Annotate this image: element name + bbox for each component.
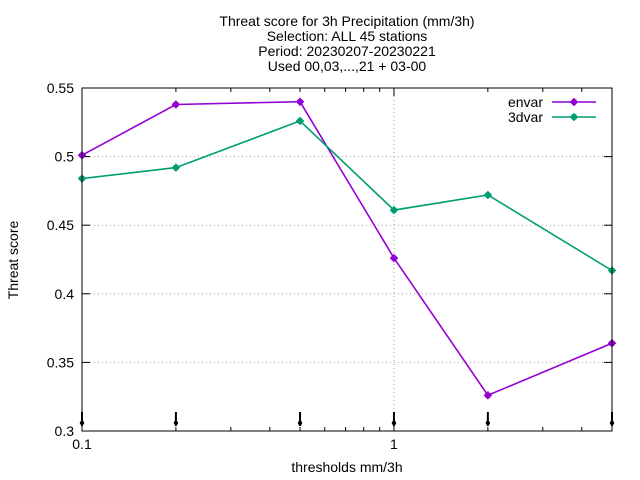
chart-title: Threat score for 3h Precipitation (mm/3h… bbox=[219, 13, 474, 74]
x-tick-label: 1 bbox=[390, 436, 398, 452]
y-tick-label: 0.45 bbox=[47, 217, 74, 233]
title-line: Threat score for 3h Precipitation (mm/3h… bbox=[219, 13, 474, 29]
y-axis-ticks: 0.3 0.35 0.4 0.45 0.5 0.55 bbox=[47, 80, 612, 439]
x-axis-ticks: 0.1 1 bbox=[72, 88, 583, 452]
y-tick-label: 0.3 bbox=[55, 423, 75, 439]
sample-marker-dot bbox=[297, 420, 303, 426]
title-line: Used 00,03,...,21 + 03-00 bbox=[268, 58, 427, 74]
series bbox=[78, 97, 616, 400]
sample-marker-dot bbox=[391, 420, 397, 426]
plot-frame bbox=[81, 87, 613, 432]
sample-markers bbox=[79, 412, 615, 426]
y-tick-label: 0.55 bbox=[47, 80, 74, 96]
sample-marker-dot bbox=[485, 420, 491, 426]
title-line: Period: 20230207-20230221 bbox=[258, 43, 436, 59]
x-tick-label: 0.1 bbox=[72, 436, 92, 452]
legend-label: 3dvar bbox=[508, 109, 543, 125]
series-line-3dvar bbox=[81, 119, 613, 272]
sample-marker-dot bbox=[173, 420, 179, 426]
y-tick-label: 0.5 bbox=[55, 149, 75, 165]
x-axis-label: thresholds mm/3h bbox=[291, 459, 402, 475]
series-line-envar bbox=[81, 100, 613, 397]
grid bbox=[82, 88, 612, 431]
legend-label: envar bbox=[508, 94, 543, 110]
title-line: Selection: ALL 45 stations bbox=[267, 28, 428, 44]
y-axis-label: Threat score bbox=[5, 220, 21, 299]
y-tick-label: 0.4 bbox=[55, 286, 75, 302]
y-tick-label: 0.35 bbox=[47, 354, 74, 370]
